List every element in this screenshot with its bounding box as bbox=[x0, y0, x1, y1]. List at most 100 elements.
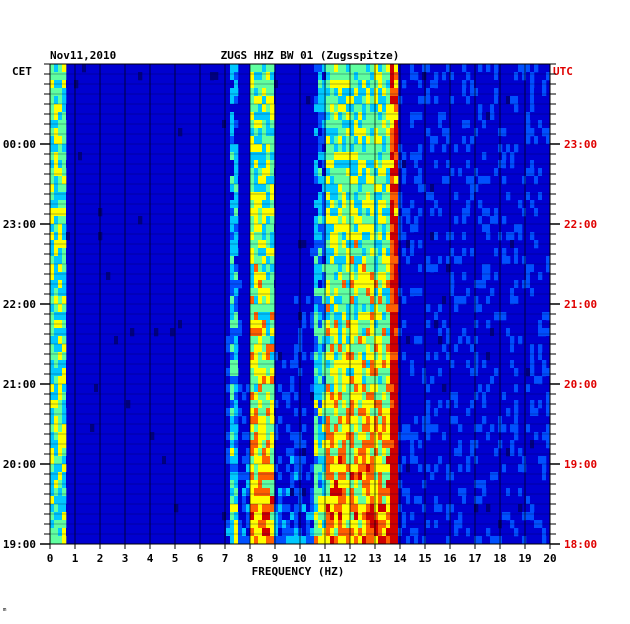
heatmap-cell bbox=[330, 328, 335, 337]
heatmap-cell bbox=[62, 256, 67, 265]
heatmap-cell bbox=[410, 408, 415, 417]
heatmap-cell bbox=[146, 256, 151, 265]
heatmap-cell bbox=[282, 456, 287, 465]
heatmap-cell bbox=[542, 288, 547, 297]
heatmap-cell bbox=[50, 472, 55, 481]
heatmap-cell bbox=[434, 288, 439, 297]
heatmap-cell bbox=[438, 416, 443, 425]
heatmap-cell bbox=[54, 456, 59, 465]
heatmap-cell bbox=[490, 224, 495, 233]
heatmap-cell bbox=[434, 408, 439, 417]
heatmap-cell bbox=[314, 392, 319, 401]
heatmap-cell bbox=[470, 448, 475, 457]
heatmap-cell bbox=[278, 176, 283, 185]
heatmap-cell bbox=[250, 392, 255, 401]
heatmap-cell bbox=[258, 72, 263, 81]
heatmap-cell bbox=[458, 512, 463, 521]
heatmap-cell bbox=[374, 264, 379, 273]
heatmap-cell bbox=[454, 384, 459, 393]
heatmap-cell bbox=[510, 376, 515, 385]
heatmap-cell bbox=[266, 184, 271, 193]
heatmap-cell bbox=[126, 64, 131, 73]
heatmap-cell bbox=[374, 176, 379, 185]
heatmap-cell bbox=[258, 512, 263, 521]
heatmap-cell bbox=[246, 104, 251, 113]
heatmap-cell bbox=[522, 64, 527, 73]
heatmap-cell bbox=[338, 536, 343, 545]
heatmap-cell bbox=[274, 504, 279, 513]
heatmap-cell bbox=[458, 144, 463, 153]
heatmap-cell bbox=[266, 128, 271, 137]
heatmap-cell bbox=[506, 512, 511, 521]
heatmap-cell bbox=[430, 424, 435, 433]
heatmap-cell bbox=[454, 328, 459, 337]
x-tick-label: 11 bbox=[318, 552, 332, 565]
heatmap-cell bbox=[78, 528, 83, 537]
heatmap-cell bbox=[410, 176, 415, 185]
heatmap-cell bbox=[378, 192, 383, 201]
heatmap-cell bbox=[86, 368, 91, 377]
heatmap-cell bbox=[494, 408, 499, 417]
heatmap-cell bbox=[506, 264, 511, 273]
heatmap-cell bbox=[158, 152, 163, 161]
heatmap-cell bbox=[366, 224, 371, 233]
heatmap-cell bbox=[290, 488, 295, 497]
heatmap-cell bbox=[458, 424, 463, 433]
heatmap-cell bbox=[66, 104, 71, 113]
heatmap-cell bbox=[354, 344, 359, 353]
heatmap-cell bbox=[378, 496, 383, 505]
heatmap-cell bbox=[514, 256, 519, 265]
heatmap-cell bbox=[242, 408, 247, 417]
heatmap-cell bbox=[270, 208, 275, 217]
heatmap-cell bbox=[290, 152, 295, 161]
heatmap-cell bbox=[510, 208, 515, 217]
heatmap-cell bbox=[358, 296, 363, 305]
heatmap-cell bbox=[314, 528, 319, 537]
heatmap-cell bbox=[322, 216, 327, 225]
heatmap-cell bbox=[50, 144, 55, 153]
heatmap-cell bbox=[230, 104, 235, 113]
heatmap-cell bbox=[526, 472, 531, 481]
heatmap-cell bbox=[282, 392, 287, 401]
heatmap-cell bbox=[410, 64, 415, 73]
heatmap-cell bbox=[374, 504, 379, 513]
heatmap-cell bbox=[482, 384, 487, 393]
heatmap-cell bbox=[326, 408, 331, 417]
heatmap-cell bbox=[442, 376, 447, 385]
heatmap-cell bbox=[62, 408, 67, 417]
heatmap-cell bbox=[410, 336, 415, 345]
heatmap-cell bbox=[490, 336, 495, 345]
heatmap-cell bbox=[258, 344, 263, 353]
heatmap-cell bbox=[530, 112, 535, 121]
heatmap-cell bbox=[418, 456, 423, 465]
heatmap-cell bbox=[486, 464, 491, 473]
heatmap-cell bbox=[378, 304, 383, 313]
heatmap-cell bbox=[386, 392, 391, 401]
heatmap-cell bbox=[354, 312, 359, 321]
heatmap-cell bbox=[518, 64, 523, 73]
heatmap-cell bbox=[234, 392, 239, 401]
heatmap-cell bbox=[386, 176, 391, 185]
heatmap-cell bbox=[58, 192, 63, 201]
heatmap-cell bbox=[386, 472, 391, 481]
heatmap-cell bbox=[262, 456, 267, 465]
heatmap-cell bbox=[174, 536, 179, 545]
heatmap-cell bbox=[494, 328, 499, 337]
heatmap-cell bbox=[362, 64, 367, 73]
heatmap-cell bbox=[466, 208, 471, 217]
heatmap-cell bbox=[382, 224, 387, 233]
heatmap-cell bbox=[450, 128, 455, 137]
heatmap-cell bbox=[94, 272, 99, 281]
heatmap-cell bbox=[494, 96, 499, 105]
heatmap-cell bbox=[66, 392, 71, 401]
heatmap-cell bbox=[290, 528, 295, 537]
heatmap-cell bbox=[66, 112, 71, 121]
heatmap-cell bbox=[322, 336, 327, 345]
heatmap-cell bbox=[410, 512, 415, 521]
heatmap-cell bbox=[138, 112, 143, 121]
heatmap-cell bbox=[266, 88, 271, 97]
heatmap-cell bbox=[482, 184, 487, 193]
heatmap-cell bbox=[202, 472, 207, 481]
heatmap-cell bbox=[546, 392, 551, 401]
heatmap-cell bbox=[382, 424, 387, 433]
